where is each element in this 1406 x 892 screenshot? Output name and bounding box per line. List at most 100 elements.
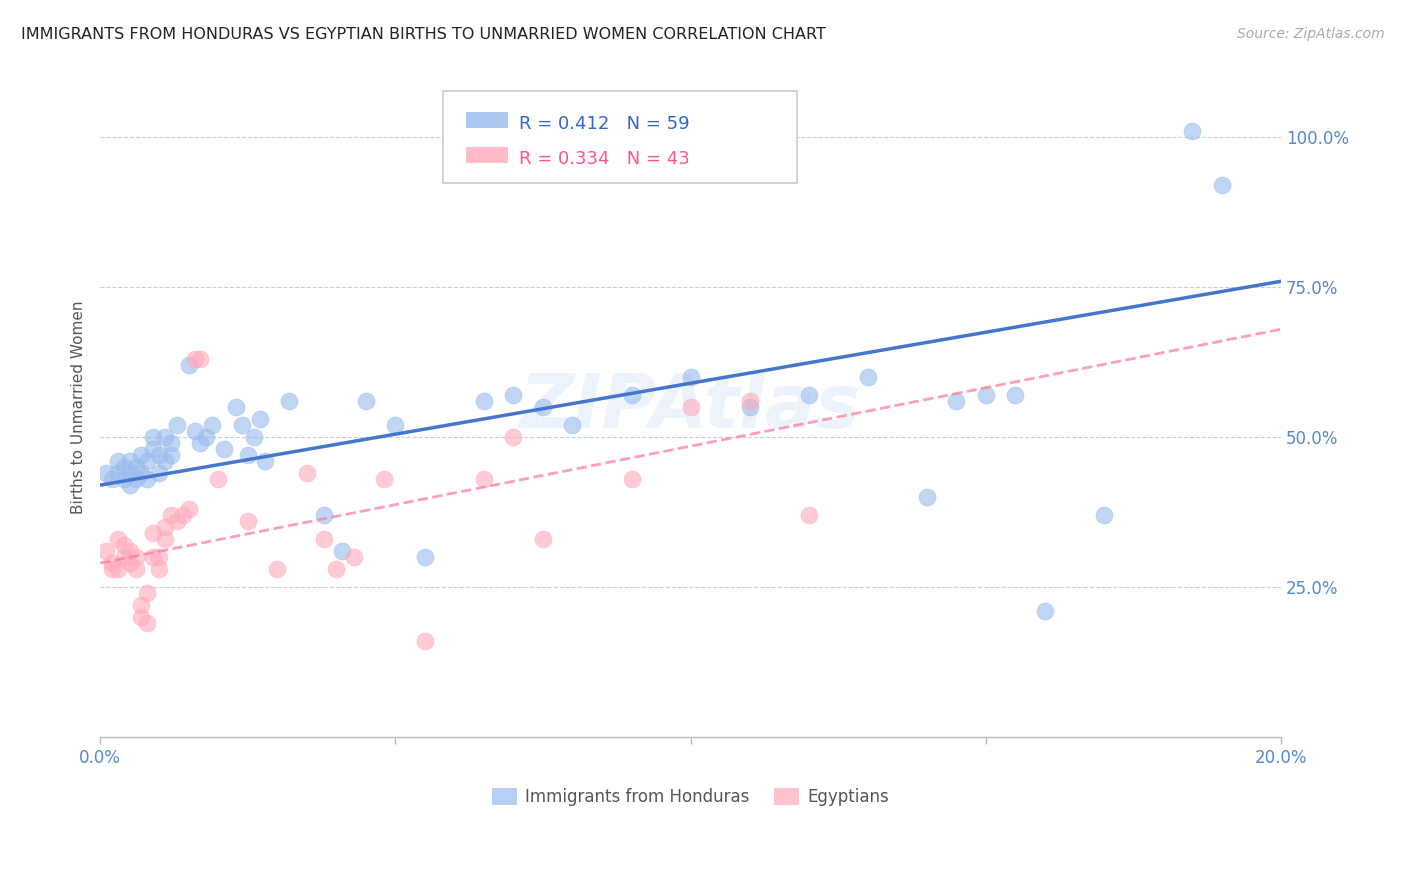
Text: ZIPAtlas: ZIPAtlas (520, 371, 860, 443)
Point (166, 514, 188, 528)
Point (142, 526, 165, 541)
Point (160, 508, 183, 522)
Point (124, 550, 146, 565)
Point (153, 430, 176, 444)
Point (797, 508, 820, 522)
Point (107, 454, 129, 468)
Point (561, 418, 583, 433)
Point (142, 430, 165, 444)
Point (112, 472, 135, 486)
Point (148, 562, 170, 576)
Point (142, 442, 165, 457)
Point (118, 544, 141, 558)
Point (148, 448, 170, 462)
Point (153, 454, 176, 468)
Point (1004, 388, 1026, 402)
Point (502, 388, 524, 402)
Point (183, 352, 205, 367)
Point (131, 598, 153, 612)
Point (153, 520, 176, 534)
Point (738, 400, 761, 414)
Point (124, 472, 146, 486)
Point (343, 550, 366, 565)
Point (472, 472, 495, 486)
Point (531, 532, 554, 546)
Point (136, 454, 159, 468)
Point (136, 472, 159, 486)
Text: R = 0.334   N = 43: R = 0.334 N = 43 (519, 150, 690, 168)
Point (124, 460, 146, 475)
Point (148, 466, 170, 480)
Point (153, 532, 176, 546)
Point (177, 358, 200, 372)
Point (314, 532, 336, 546)
Point (1181, 124, 1204, 138)
Point (131, 610, 153, 624)
Bar (467, 112, 508, 128)
Point (101, 472, 124, 486)
Point (207, 472, 229, 486)
Point (160, 436, 183, 450)
Point (1211, 178, 1233, 193)
Point (974, 388, 997, 402)
Point (94, 466, 117, 480)
Point (620, 388, 643, 402)
Point (679, 400, 702, 414)
Text: IMMIGRANTS FROM HONDURAS VS EGYPTIAN BIRTHS TO UNMARRIED WOMEN CORRELATION CHART: IMMIGRANTS FROM HONDURAS VS EGYPTIAN BIR… (21, 27, 825, 42)
Point (413, 550, 436, 565)
Point (266, 562, 288, 576)
Point (190, 436, 212, 450)
Point (101, 562, 124, 576)
Point (131, 466, 153, 480)
Point (242, 430, 264, 444)
Point (201, 418, 224, 433)
Point (945, 394, 967, 409)
Point (620, 472, 643, 486)
Point (278, 394, 301, 409)
Point (212, 442, 235, 457)
Point (413, 634, 436, 648)
Bar (467, 146, 508, 163)
Point (101, 556, 124, 570)
Point (136, 586, 159, 600)
Point (177, 502, 200, 516)
Point (325, 562, 347, 576)
Point (295, 466, 318, 480)
Point (373, 472, 395, 486)
Point (148, 550, 170, 565)
Point (124, 562, 146, 576)
Point (118, 478, 141, 492)
Point (190, 352, 212, 367)
FancyBboxPatch shape (443, 91, 797, 183)
Point (236, 448, 259, 462)
Point (531, 400, 554, 414)
Point (236, 514, 259, 528)
Point (112, 460, 135, 475)
Point (107, 466, 129, 480)
Point (1033, 604, 1056, 618)
Point (679, 370, 702, 384)
Point (472, 394, 495, 409)
Point (384, 418, 406, 433)
Point (160, 448, 183, 462)
Point (225, 400, 247, 414)
Point (131, 448, 153, 462)
Y-axis label: Births to Unmarried Women: Births to Unmarried Women (72, 301, 86, 514)
Point (112, 550, 135, 565)
Point (136, 615, 159, 630)
Point (502, 430, 524, 444)
Text: Source: ZipAtlas.com: Source: ZipAtlas.com (1237, 27, 1385, 41)
Point (112, 538, 135, 552)
Point (118, 454, 141, 468)
Point (107, 532, 129, 546)
Point (856, 370, 879, 384)
Point (142, 550, 165, 565)
Point (314, 508, 336, 522)
Point (254, 454, 277, 468)
Legend: Immigrants from Honduras, Egyptians: Immigrants from Honduras, Egyptians (485, 781, 896, 813)
Point (1092, 508, 1115, 522)
Point (107, 562, 129, 576)
Point (797, 388, 820, 402)
Point (166, 418, 188, 433)
Point (249, 412, 271, 426)
